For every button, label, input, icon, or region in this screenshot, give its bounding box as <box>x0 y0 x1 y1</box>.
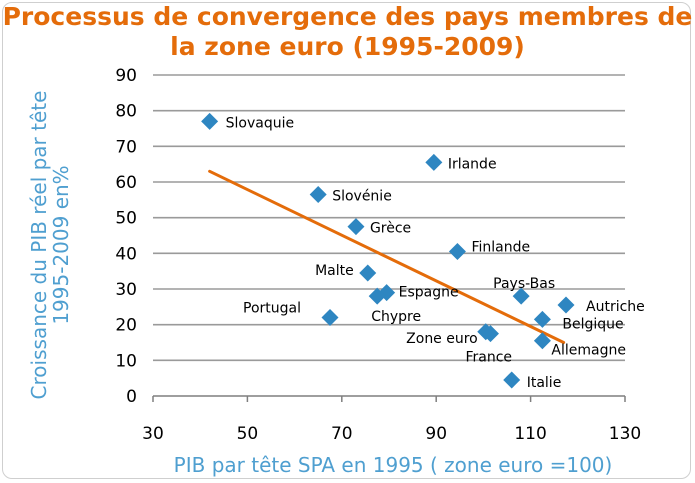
y-tick-label-20: 20 <box>115 316 137 336</box>
point-label-portugal: Portugal <box>243 301 301 317</box>
y-axis-label-line1: Croissance du PIB réel par tête <box>27 91 51 400</box>
point-label-zone-euro: Zone euro <box>406 331 478 347</box>
y-tick-label-40: 40 <box>115 244 137 264</box>
point-label-gr-ce: Grèce <box>370 221 411 237</box>
point-chypre <box>368 287 386 305</box>
point-france <box>481 325 499 343</box>
point-label-irlande: Irlande <box>448 156 497 172</box>
point-label-slov-nie: Slovénie <box>332 188 392 204</box>
chart-title: Processus de convergence des pays membre… <box>0 2 695 62</box>
point-slovaquie <box>201 112 219 130</box>
x-tick-label-130: 130 <box>609 424 641 444</box>
data-points: Slovaquie Irlande Slovénie Grèce Finlande Mal… <box>201 112 645 391</box>
point-label-espagne: Espagne <box>399 285 459 301</box>
y-axis-label-line2: 1995-2009 en% <box>49 165 73 324</box>
x-tick-label-70: 70 <box>331 424 353 444</box>
chart-frame <box>2 2 691 479</box>
point-belgique <box>533 310 551 328</box>
point-label-france: France <box>465 350 512 366</box>
point-label-allemagne: Allemagne <box>551 343 626 359</box>
y-tick-label-70: 70 <box>115 137 137 157</box>
point-label-pays-bas: Pays-Bas <box>493 276 555 292</box>
chart-title-line2: la zone euro (1995-2009) <box>170 32 525 61</box>
x-tick-label-90: 90 <box>425 424 447 444</box>
x-tick-label-30: 30 <box>142 424 164 444</box>
y-axis-label: Croissance du PIB réel par tête 1995-200… <box>27 91 73 400</box>
x-tick-label-50: 50 <box>237 424 259 444</box>
point-italie <box>503 371 521 389</box>
point-label-italie: Italie <box>527 375 562 391</box>
point-slov-nie <box>309 185 327 203</box>
point-label-finlande: Finlande <box>471 240 530 256</box>
x-axis-ticks: 30 50 70 90 110 130 <box>142 396 641 444</box>
point-finlande <box>448 243 466 261</box>
point-allemagne <box>533 332 551 350</box>
x-tick-label-110: 110 <box>514 424 546 444</box>
y-tick-label-10: 10 <box>115 351 137 371</box>
y-tick-label-60: 60 <box>115 173 137 193</box>
y-tick-label-30: 30 <box>115 280 137 300</box>
point-irlande <box>425 153 443 171</box>
point-label-chypre: Chypre <box>371 309 421 325</box>
y-tick-label-90: 90 <box>115 66 137 86</box>
y-tick-label-0: 0 <box>126 387 137 407</box>
y-tick-label-80: 80 <box>115 102 137 122</box>
point-label-belgique: Belgique <box>562 316 623 332</box>
trendline <box>208 169 566 344</box>
point-label-malte: Malte <box>315 263 354 279</box>
point-gr-ce <box>347 218 365 236</box>
point-portugal <box>321 309 339 327</box>
y-axis-ticks: 0 10 20 30 40 50 60 70 80 90 <box>115 66 137 407</box>
trendline-group <box>208 169 566 344</box>
point-autriche <box>557 296 575 314</box>
chart-title-line1: Processus de convergence des pays membre… <box>2 2 693 31</box>
point-malte <box>359 264 377 282</box>
point-pays-bas <box>512 287 530 305</box>
point-label-slovaquie: Slovaquie <box>226 115 294 131</box>
x-axis-label: PIB par tête SPA en 1995 ( zone euro =10… <box>174 453 613 477</box>
y-tick-label-50: 50 <box>115 209 137 229</box>
point-label-autriche: Autriche <box>586 299 645 315</box>
